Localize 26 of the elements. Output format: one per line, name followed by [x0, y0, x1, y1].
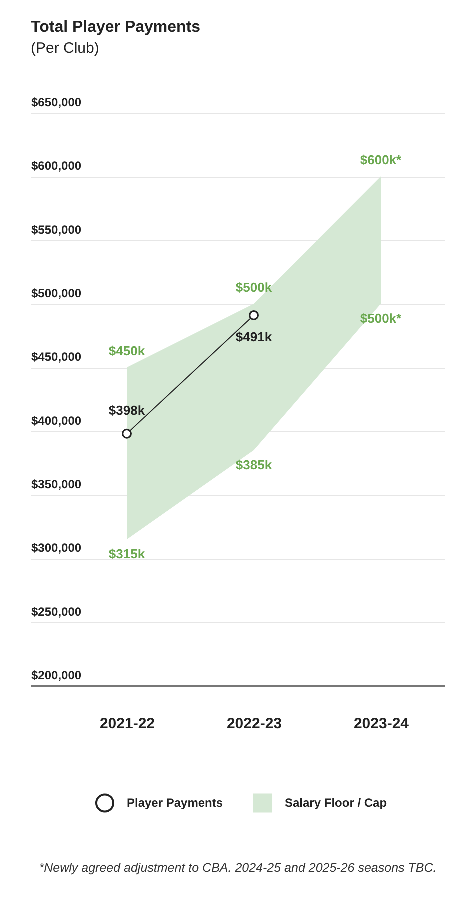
text: *Newly agreed adjustment to CBA. 2024-25 and 2025-26 seasons TBC. — [39, 861, 437, 875]
y-tick-label: $250,000 — [32, 604, 82, 619]
chart-subtitle: (Per Club) — [31, 40, 100, 57]
annotation: $315k — [108, 546, 146, 562]
data-label: $491k — [236, 329, 273, 344]
annotation: $450k — [108, 344, 146, 359]
y-tick-label: $300,000 — [32, 541, 82, 556]
y-tick-label: $500,000 — [32, 286, 82, 300]
y-tick-label: $400,000 — [32, 414, 82, 428]
y-tick-label: $450,000 — [32, 350, 82, 364]
annotation: $500k — [236, 280, 273, 295]
x-tick-label: 2021-22 — [100, 716, 156, 732]
legend-label: Salary Floor / Cap — [285, 796, 388, 810]
x-tick-label: 2023-24 — [354, 716, 410, 732]
annotation: $500k* — [360, 311, 403, 326]
y-tick-label: $600,000 — [32, 159, 82, 174]
annotation: $600k* — [360, 152, 403, 168]
y-tick-label: $650,000 — [32, 96, 82, 110]
y-tick-label: $350,000 — [32, 478, 82, 492]
y-tick-label: $200,000 — [32, 668, 82, 682]
chart-title: Total Player Payments — [31, 19, 201, 36]
legend-label: Player Payments — [127, 796, 224, 810]
y-tick-label: $550,000 — [32, 222, 82, 237]
x-tick-label: 2022-23 — [226, 716, 282, 732]
annotation: $385k — [236, 457, 273, 472]
data-label: $398k — [108, 402, 146, 418]
